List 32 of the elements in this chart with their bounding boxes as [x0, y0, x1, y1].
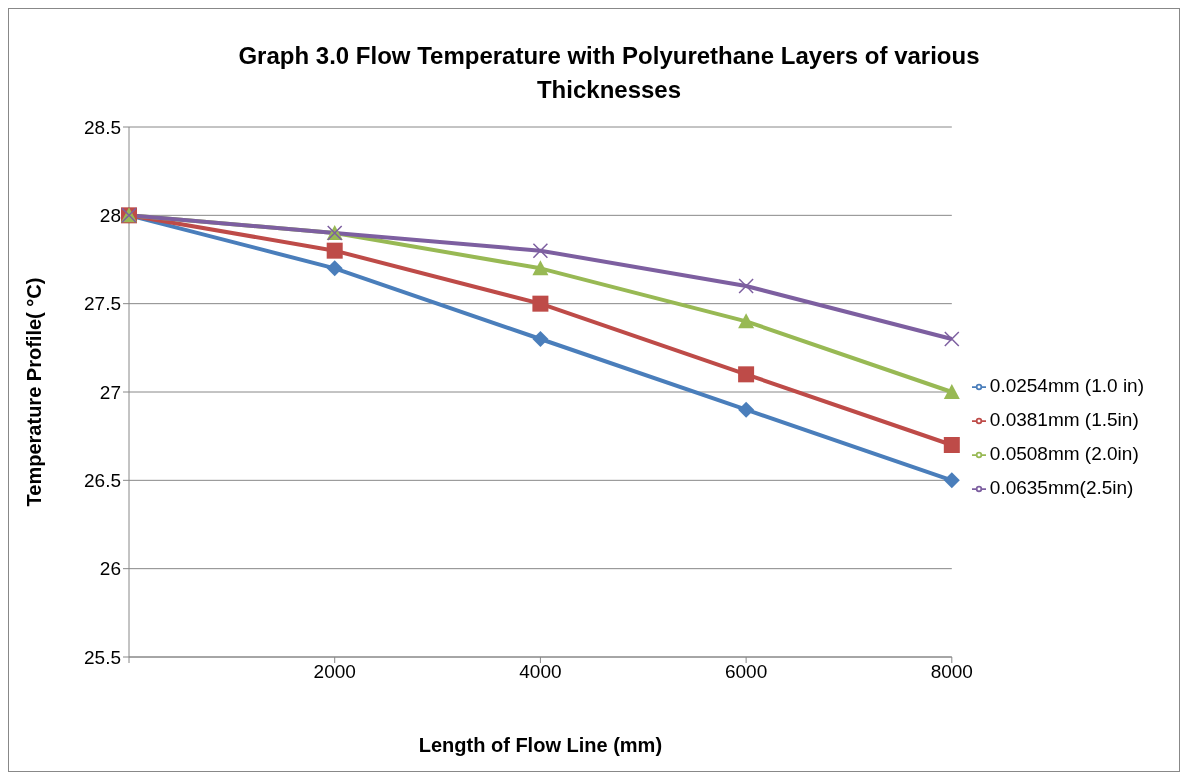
- x-tick-label: 2000: [313, 661, 356, 683]
- legend-label: 0.0254mm (1.0 in): [989, 375, 1144, 396]
- y-tick-label: 28: [99, 205, 121, 227]
- x-tick-label: 8000: [930, 661, 973, 683]
- point: [943, 472, 960, 489]
- x-tick-label: 4000: [519, 661, 562, 683]
- x-axis-title: Length of Flow Line (mm): [418, 734, 663, 756]
- x-tick-label: 6000: [724, 661, 768, 683]
- point: [944, 331, 960, 347]
- point: [532, 242, 549, 259]
- y-tick-label: 26: [99, 558, 121, 580]
- y-tick-label: 26.5: [84, 470, 121, 492]
- y-axis-title: Temperature Profile( °C): [23, 277, 46, 507]
- point: [738, 278, 754, 294]
- legend-label: 0.0635mm(2.5in): [989, 477, 1134, 498]
- y-tick-label: 27.5: [84, 293, 121, 315]
- y-tick-label: 28.5: [84, 116, 121, 138]
- legend-label: 0.0508mm (2.0in): [989, 443, 1139, 464]
- point: [532, 260, 549, 276]
- point: [738, 401, 755, 418]
- point: [326, 260, 343, 277]
- point: [943, 437, 960, 453]
- point: [326, 242, 343, 259]
- point: [532, 295, 549, 312]
- chart-title: Graph 3.0 Flow Temperature with Polyurethane Layers of various Thicknesses: [237, 41, 981, 105]
- point: [943, 384, 960, 399]
- point: [532, 331, 549, 347]
- point: [738, 366, 755, 383]
- legend-label: 0.0381mm (1.5in): [989, 409, 1139, 430]
- y-tick-label: 25.5: [84, 646, 121, 668]
- y-tick-label: 27: [99, 381, 121, 403]
- point: [738, 313, 755, 329]
